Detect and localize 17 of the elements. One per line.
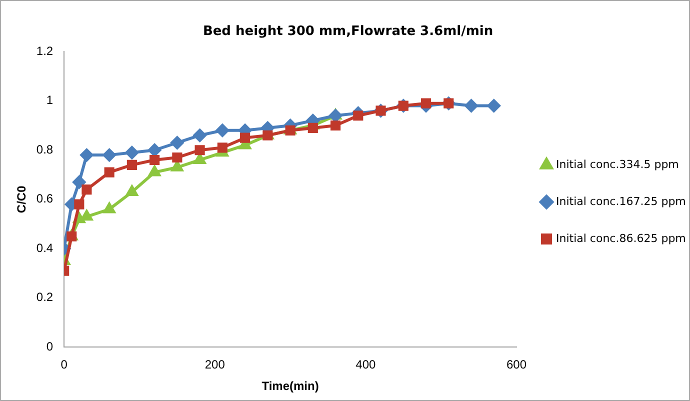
- x-tick-label: 400: [356, 358, 376, 372]
- x-tick-label: 200: [204, 358, 226, 372]
- legend-label: Initial conc.167.25 ppm: [556, 194, 686, 208]
- legend-label: Initial conc.334.5 ppm: [556, 158, 679, 171]
- x-tick-label: 0: [60, 358, 68, 372]
- chart-title: Bed height 300 mm,Flowrate 3.6ml/min: [202, 24, 494, 40]
- y-tick-label: 0.4: [36, 240, 54, 255]
- y-axis-title: C/C0: [14, 185, 29, 214]
- y-tick-label: 0.6: [36, 192, 54, 206]
- y-tick-label: 0.2: [36, 290, 54, 304]
- y-tick-label: 1.2: [36, 44, 54, 58]
- y-tick-label: 0: [46, 340, 54, 354]
- y-tick-label: 0.8: [36, 142, 54, 156]
- legend-label: Initial conc.86.625 ppm: [556, 232, 686, 245]
- x-axis-title: Time(min): [262, 379, 319, 394]
- y-tick-label: 1: [46, 93, 54, 108]
- x-tick-label: 600: [506, 358, 527, 372]
